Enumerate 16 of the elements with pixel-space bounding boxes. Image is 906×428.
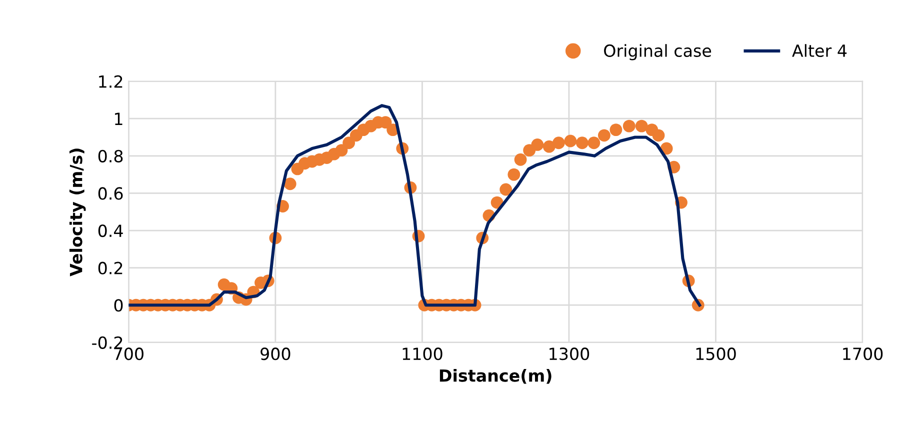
y-tick-label: 0.6 xyxy=(98,187,123,200)
y-tick-label: 0.4 xyxy=(98,224,123,238)
x-tick-label: 900 xyxy=(260,348,290,360)
legend-label: Original case xyxy=(604,44,712,60)
y-tick-label: 0.8 xyxy=(98,150,123,162)
x-tick-label: 1700 xyxy=(843,348,883,360)
x-tick-label: 1100 xyxy=(402,348,442,360)
y-tick-label: 0.2 xyxy=(98,262,122,274)
legend-label: Alter 4 xyxy=(792,44,847,58)
y-tick-label: 1.2 xyxy=(99,75,122,88)
y-tick-label: 1 xyxy=(115,112,122,125)
x-tick-label: 1300 xyxy=(550,348,590,360)
y-tick-label: 0 xyxy=(114,299,123,312)
y-axis-title: Velocity (m/s) xyxy=(69,148,86,276)
x-tick-label: 1500 xyxy=(696,348,736,360)
x-axis-title: Distance(m) xyxy=(440,368,552,384)
